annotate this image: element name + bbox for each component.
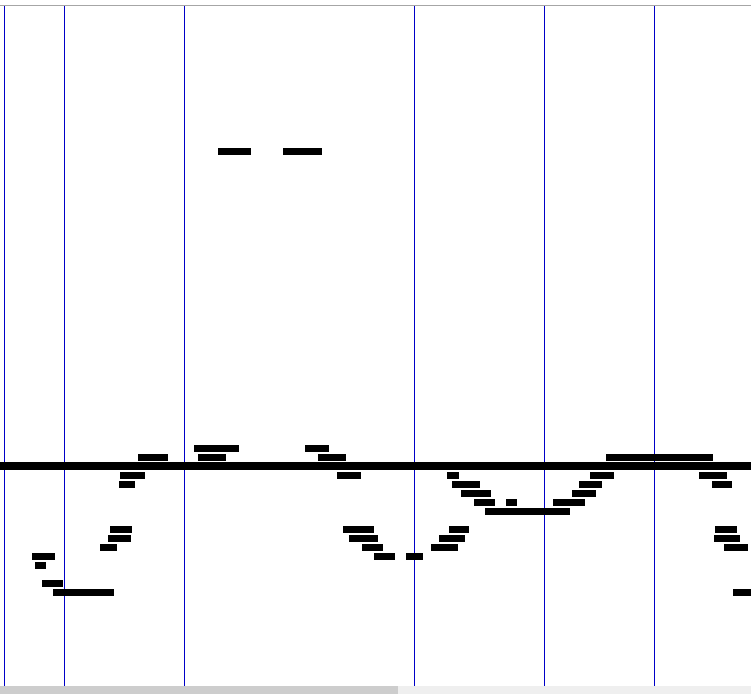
note-block[interactable] [579,481,602,488]
note-block[interactable] [449,526,469,533]
note-block[interactable] [461,490,491,497]
note-block[interactable] [715,526,737,533]
note-block[interactable] [110,526,132,533]
note-block[interactable] [194,445,239,452]
horizontal-scrollbar[interactable] [0,686,751,694]
note-block[interactable] [100,544,117,551]
note-block[interactable] [606,454,713,461]
note-block[interactable] [218,148,251,155]
note-block[interactable] [53,589,114,596]
note-block[interactable] [120,472,145,479]
note-block[interactable] [318,454,346,461]
note-block[interactable] [337,472,361,479]
note-block[interactable] [198,454,226,461]
note-block[interactable] [119,481,135,488]
note-block[interactable] [431,544,458,551]
note-block[interactable] [590,472,614,479]
barline-1 [4,6,5,686]
note-block[interactable] [35,562,46,569]
note-block[interactable] [485,508,570,515]
note-block[interactable] [714,535,740,542]
barline-4 [414,6,415,686]
note-block[interactable] [699,472,727,479]
note-block[interactable] [474,499,495,506]
reference-line [0,462,751,470]
note-block[interactable] [506,499,517,506]
note-block[interactable] [108,535,131,542]
note-block[interactable] [362,544,383,551]
note-block[interactable] [374,553,395,560]
note-block[interactable] [724,544,748,551]
note-block[interactable] [42,580,63,587]
note-block[interactable] [283,148,322,155]
note-block[interactable] [343,526,374,533]
note-block[interactable] [712,481,732,488]
note-block[interactable] [439,535,465,542]
barline-2 [64,6,65,686]
scrollbar-thumb[interactable] [0,686,399,694]
barline-6 [654,6,655,686]
note-block[interactable] [572,490,596,497]
note-block[interactable] [138,454,168,461]
note-block[interactable] [553,499,585,506]
note-block[interactable] [305,445,329,452]
note-block[interactable] [349,535,378,542]
note-block[interactable] [733,589,751,596]
top-border [0,5,751,6]
barline-5 [544,6,545,686]
barline-3 [184,6,185,686]
note-block[interactable] [406,553,423,560]
note-block[interactable] [447,472,459,479]
note-block[interactable] [32,553,55,560]
note-block[interactable] [452,481,480,488]
